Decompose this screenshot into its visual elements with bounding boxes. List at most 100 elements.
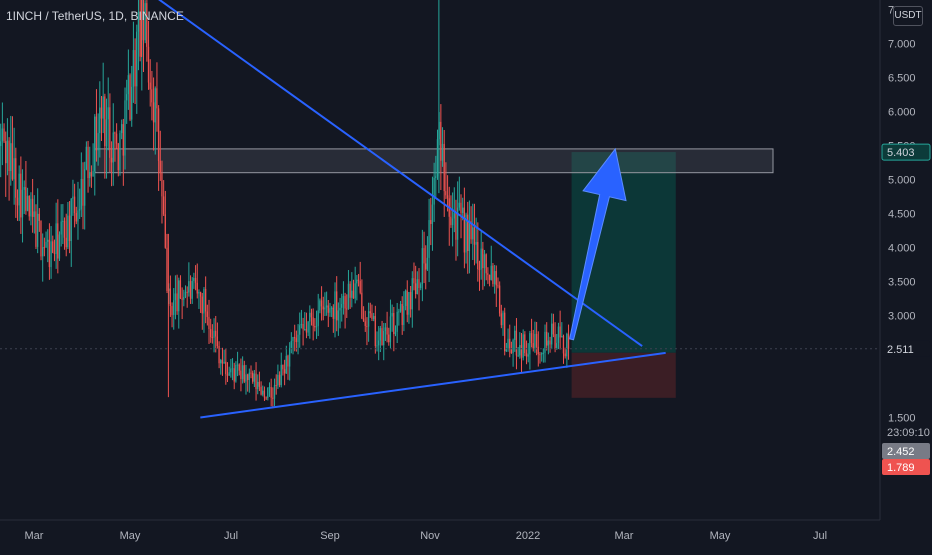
candle [87,146,89,179]
candle [38,213,40,221]
candle [525,353,528,357]
candle [409,292,412,310]
candle [342,296,345,305]
candle [114,132,116,134]
candle [181,298,183,300]
candle [485,254,487,274]
candle [193,277,195,281]
candle [58,234,61,259]
candle [369,311,371,314]
candle [539,354,541,356]
candle [309,312,311,322]
currency-badge[interactable]: USDT [893,6,923,26]
candle [431,204,434,224]
candle [529,333,531,355]
drawings-layer[interactable] [140,0,666,419]
candle [416,279,418,294]
candle [557,326,560,344]
candle [194,277,197,283]
candle [391,313,393,317]
candle [146,3,148,47]
candle [394,331,397,335]
candle [179,280,182,299]
candle [315,325,318,328]
candle [265,397,267,399]
candle [566,333,568,357]
candle [72,196,74,199]
candle [115,133,118,144]
candle [399,303,402,312]
candle [455,212,457,240]
candle [530,333,533,344]
candle [556,343,558,349]
candle [57,223,59,259]
candle [11,143,14,180]
candle [349,283,351,298]
candle [334,291,336,319]
candle [379,328,381,341]
candle [430,220,432,224]
candle [67,215,69,248]
price-label-current: 2.511 [887,344,914,356]
candle [473,227,476,245]
candle [433,177,435,205]
candle [302,323,304,330]
candle [166,247,168,292]
candle [376,345,378,347]
candle [440,121,442,161]
candle [327,305,329,313]
candle [347,283,350,309]
candle [436,139,439,177]
candle [477,242,479,270]
candle [393,313,395,335]
candle [275,385,277,387]
candle [297,334,299,343]
candle [178,280,180,312]
candle [295,338,297,343]
candle [43,247,45,249]
candle [497,285,499,287]
candle [389,316,392,343]
symbol-title[interactable]: 1INCH / TetherUS, 1D, BINANCE [6,9,184,23]
candle [253,373,255,382]
candle [233,368,235,382]
candle [149,82,151,90]
trendline-ascending-support[interactable] [200,351,666,419]
candle [252,372,254,382]
candle [562,336,565,354]
candle [549,340,551,345]
candle [356,279,358,284]
candle [28,195,30,217]
position-stop-zone[interactable] [571,352,676,398]
candle [48,239,51,268]
candle [102,96,104,119]
candle [278,374,281,386]
candle [129,75,131,120]
candles-layer [0,0,570,409]
candle [475,242,477,245]
candle [509,338,511,349]
candle [325,305,328,308]
candle [30,198,32,217]
candle [426,257,429,270]
candle [122,124,124,156]
candle [203,288,205,314]
candle [213,330,215,338]
arrow-up[interactable] [569,147,627,341]
candle [263,390,266,398]
trendline-descending-resistance[interactable] [140,0,643,347]
candle [82,178,84,206]
candle [498,285,501,314]
candle [235,365,237,382]
candle [366,325,368,327]
candle [554,334,556,349]
candle [283,369,286,374]
price-label-stop-bg [882,459,930,475]
candle [99,107,101,134]
candle [490,265,492,280]
candle [95,116,98,151]
candle [428,220,430,258]
candle [1,128,3,142]
